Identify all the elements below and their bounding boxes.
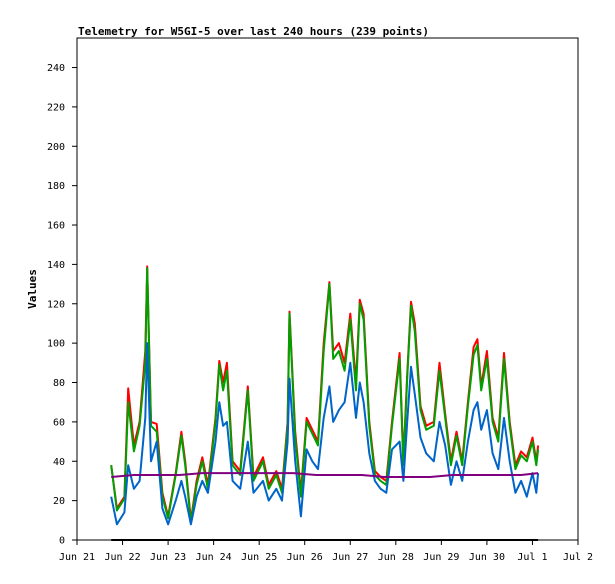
series-line-2 bbox=[110, 267, 540, 524]
y-tick-label: 180 bbox=[47, 181, 65, 192]
x-tick-label: Jul 1 bbox=[517, 552, 547, 563]
y-axis-label: Values bbox=[26, 269, 39, 309]
x-tick-label: Jun 24 bbox=[196, 552, 232, 563]
x-tick-label: Jun 21 bbox=[59, 552, 95, 563]
y-tick-label: 120 bbox=[47, 299, 65, 310]
x-tick-label: Jun 23 bbox=[150, 552, 186, 563]
x-tick-label: Jun 25 bbox=[241, 552, 277, 563]
y-axis: 0 20 40 60 80 100 120 140 160 180 200 220 240 bbox=[47, 63, 77, 547]
chart-title: Telemetry for W5GI-5 over last 240 hours… bbox=[78, 25, 429, 38]
x-tick-label: Jun 27 bbox=[332, 552, 368, 563]
y-tick-label: 100 bbox=[47, 339, 65, 350]
y-tick-label: 200 bbox=[47, 142, 65, 153]
x-tick-label: Jun 26 bbox=[287, 552, 323, 563]
x-tick-label: Jun 28 bbox=[378, 552, 414, 563]
x-tick-label: Jun 22 bbox=[104, 552, 140, 563]
y-tick-label: 0 bbox=[59, 536, 65, 547]
x-axis: Jun 21 Jun 22 Jun 23 Jun 24 Jun 25 Jun 26 Jun … bbox=[59, 540, 593, 563]
x-tick-label: Jun 29 bbox=[423, 552, 459, 563]
x-tick-label: Jul 2 bbox=[563, 552, 593, 563]
y-tick-label: 140 bbox=[47, 260, 65, 271]
plot-frame bbox=[76, 37, 579, 541]
y-tick-label: 40 bbox=[53, 457, 65, 468]
y-tick-label: 220 bbox=[47, 102, 65, 113]
series-line-4 bbox=[111, 472, 539, 478]
y-tick-label: 20 bbox=[53, 496, 65, 507]
y-tick-label: 240 bbox=[47, 63, 65, 74]
series-line-3 bbox=[110, 342, 540, 526]
y-tick-label: 80 bbox=[53, 378, 65, 389]
x-tick-label: Jun 30 bbox=[469, 552, 505, 563]
y-tick-label: 160 bbox=[47, 221, 65, 232]
y-tick-label: 60 bbox=[53, 417, 65, 428]
